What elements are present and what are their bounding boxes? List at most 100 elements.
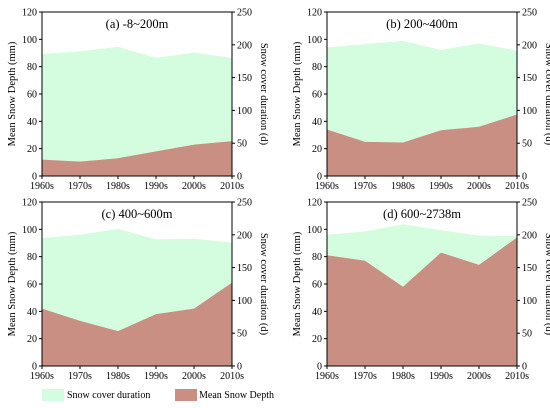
right-tick-label: 250 [522, 8, 537, 19]
x-tick-label: 1960s [30, 181, 54, 192]
x-tick-label: 1990s [144, 371, 168, 382]
right-tick-label: 150 [237, 73, 252, 84]
left-tick-label: 80 [312, 252, 322, 263]
right-tick-label: 150 [237, 263, 252, 274]
x-tick-label: 1970s [68, 371, 92, 382]
right-tick-label: 0 [522, 362, 527, 373]
right-tick-label: 150 [522, 73, 537, 84]
right-tick-label: 100 [237, 106, 252, 117]
right-tick-label: 250 [522, 198, 537, 209]
right-tick-label: 50 [237, 139, 247, 150]
depth-area [327, 237, 517, 366]
left-axis-label: Mean Snow Depth (mm) [7, 41, 18, 146]
right-tick-label: 200 [237, 40, 252, 51]
left-tick-label: 100 [307, 35, 322, 46]
x-tick-label: 2010s [220, 181, 244, 192]
duration-area [42, 46, 232, 176]
depth-area [327, 114, 517, 176]
legend-label-duration: Snow cover duration [67, 390, 150, 401]
right-tick-label: 50 [522, 139, 532, 150]
right-tick-label: 0 [522, 172, 527, 183]
x-tick-label: 1970s [68, 181, 92, 192]
left-axis-label: Mean Snow Depth (mm) [292, 231, 303, 336]
left-tick-label: 100 [307, 225, 322, 236]
left-tick-label: 60 [312, 90, 322, 101]
x-tick-label: 1990s [429, 371, 453, 382]
left-axis-label: Mean Snow Depth (mm) [292, 41, 303, 146]
left-tick-label: 60 [27, 280, 37, 291]
left-tick-label: 120 [22, 198, 37, 209]
x-tick-label: 1960s [315, 181, 339, 192]
chart-panel-3: 0 20 40 60 80 100 120 0 50 100 150 200 250 1960s 1970s… [7, 198, 269, 383]
left-tick-label: 80 [312, 62, 322, 73]
x-tick-label: 1980s [106, 371, 130, 382]
x-tick-label: 2000s [182, 181, 206, 192]
right-axis-label: Snow cover duration (d) [258, 43, 269, 146]
left-tick-label: 0 [32, 362, 37, 373]
x-tick-label: 2000s [182, 371, 206, 382]
left-tick-label: 20 [312, 334, 322, 345]
x-tick-label: 2010s [220, 371, 244, 382]
left-tick-label: 120 [307, 8, 322, 19]
left-tick-label: 100 [22, 225, 37, 236]
right-tick-label: 150 [522, 263, 537, 274]
left-tick-label: 60 [27, 90, 37, 101]
right-axis-label: Snow cover duration (d) [543, 233, 550, 336]
x-tick-label: 1970s [353, 371, 377, 382]
left-tick-label: 20 [27, 144, 37, 155]
x-tick-label: 2000s [467, 371, 491, 382]
left-tick-label: 0 [32, 172, 37, 183]
legend-swatch-depth [175, 389, 197, 401]
right-axis-label: Snow cover duration (d) [543, 43, 550, 146]
x-tick-label: 1990s [144, 181, 168, 192]
panel-title: (a) -8~200m [106, 17, 169, 31]
right-tick-label: 100 [522, 296, 537, 307]
right-tick-label: 250 [237, 198, 252, 209]
right-tick-label: 200 [522, 40, 537, 51]
x-tick-label: 2010s [505, 371, 529, 382]
right-axis-label: Snow cover duration (d) [258, 233, 269, 336]
legend: Snow cover duration Mean Snow Depth [42, 389, 274, 401]
x-tick-label: 1980s [106, 181, 130, 192]
depth-area [42, 282, 232, 366]
right-tick-label: 100 [237, 296, 252, 307]
left-tick-label: 120 [307, 198, 322, 209]
x-tick-label: 2000s [467, 181, 491, 192]
right-tick-label: 100 [522, 106, 537, 117]
right-tick-label: 0 [237, 362, 242, 373]
panel-title: (b) 200~400m [386, 17, 458, 31]
depth-area [42, 141, 232, 176]
left-tick-label: 120 [22, 8, 37, 19]
x-tick-label: 1980s [391, 181, 415, 192]
left-tick-label: 0 [317, 172, 322, 183]
chart-panel-2: 0 20 40 60 80 100 120 0 50 100 150 200 250 1960s 1970s… [292, 8, 550, 193]
left-tick-label: 40 [27, 117, 37, 128]
right-tick-label: 200 [522, 230, 537, 241]
left-axis-label: Mean Snow Depth (mm) [7, 231, 18, 336]
left-tick-label: 40 [312, 307, 322, 318]
left-tick-label: 60 [312, 280, 322, 291]
left-tick-label: 40 [27, 307, 37, 318]
left-tick-label: 100 [22, 35, 37, 46]
left-tick-label: 40 [312, 117, 322, 128]
left-tick-label: 0 [317, 362, 322, 373]
right-tick-label: 50 [237, 329, 247, 340]
legend-label-depth: Mean Snow Depth [199, 390, 274, 401]
x-tick-label: 1960s [315, 371, 339, 382]
left-tick-label: 80 [27, 62, 37, 73]
left-tick-label: 20 [312, 144, 322, 155]
panel-title: (c) 400~600m [102, 207, 173, 221]
x-tick-label: 1990s [429, 181, 453, 192]
right-tick-label: 50 [522, 329, 532, 340]
x-tick-label: 1970s [353, 181, 377, 192]
x-tick-label: 1980s [391, 371, 415, 382]
right-tick-label: 250 [237, 8, 252, 19]
x-tick-label: 2010s [505, 181, 529, 192]
right-tick-label: 200 [237, 230, 252, 241]
left-tick-label: 80 [27, 252, 37, 263]
left-tick-label: 20 [27, 334, 37, 345]
legend-swatch-duration [42, 389, 64, 401]
right-tick-label: 0 [237, 172, 242, 183]
